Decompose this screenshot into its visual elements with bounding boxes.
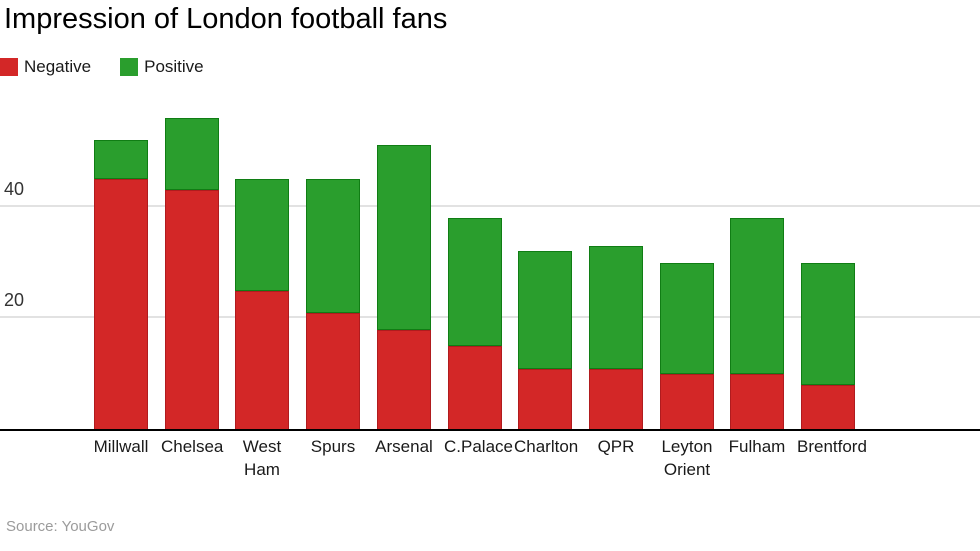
bar-qpr [589,245,643,430]
x-axis-labels: Millwall Chelsea West Ham Spurs Arsenal C.Pal… [0,436,980,496]
x-axis-label-fulham: Fulham [728,437,786,456]
y-tick-label-40: 40 [4,178,25,199]
bar-c-palace [448,217,502,430]
bar-arsenal-negative [377,329,431,430]
bar-west-ham [235,178,289,430]
bar-fulham-positive [730,217,784,375]
x-axis-label-brentford: Brentford [797,437,867,456]
bar-c-palace-negative [448,346,502,430]
legend-swatch-negative [0,58,18,76]
x-axis-label-c-palace: C.Palace [444,437,513,456]
bar-qpr-positive [589,245,643,369]
gridline-40 [0,204,980,207]
bar-millwall-positive [94,139,148,179]
bar-qpr-negative [589,368,643,430]
x-axis-label-leyton-orient: Leyton Orient [661,437,713,479]
bar-charlton [518,251,572,430]
bar-fulham [730,217,784,430]
x-axis-label-west-ham: West Ham [242,437,282,479]
x-axis-label-millwall: Millwall [93,437,149,456]
x-axis-label-charlton: Charlton [514,437,579,456]
bar-west-ham-negative [235,290,289,430]
bar-chelsea [165,117,219,430]
x-axis-label-spurs: Spurs [310,437,356,456]
bar-spurs-negative [306,312,360,430]
legend-label-negative: Negative [24,57,92,76]
bar-leyton-orient-positive [660,262,714,375]
bar-arsenal [377,145,431,430]
bar-leyton-orient-negative [660,374,714,430]
bar-millwall [94,139,148,430]
legend-label-positive: Positive [144,57,204,76]
source-note: Source: YouGov [6,518,115,535]
bar-charlton-positive [518,251,572,369]
bar-brentford-negative [801,385,855,430]
bar-charlton-negative [518,368,572,430]
bar-leyton-orient [660,262,714,430]
x-axis-label-chelsea: Chelsea [161,437,224,456]
bar-brentford-positive [801,262,855,386]
x-axis-line [0,429,980,431]
y-tick-label-20: 20 [4,290,25,311]
x-axis-label-arsenal: Arsenal [375,437,433,456]
bar-spurs [306,178,360,430]
legend: Negative Positive [0,57,233,77]
bar-chelsea-negative [165,190,219,430]
bar-chelsea-positive [165,117,219,191]
bar-arsenal-positive [377,145,431,330]
bar-spurs-positive [306,178,360,313]
bar-millwall-negative [94,178,148,430]
bar-west-ham-positive [235,178,289,291]
bar-c-palace-positive [448,217,502,347]
bar-fulham-negative [730,374,784,430]
chart-title: Impression of London football fans [4,3,448,35]
legend-swatch-positive [120,58,139,76]
bar-brentford [801,262,855,430]
x-axis-label-qpr: QPR [597,437,635,456]
plot-area: 20 40 [0,90,980,431]
